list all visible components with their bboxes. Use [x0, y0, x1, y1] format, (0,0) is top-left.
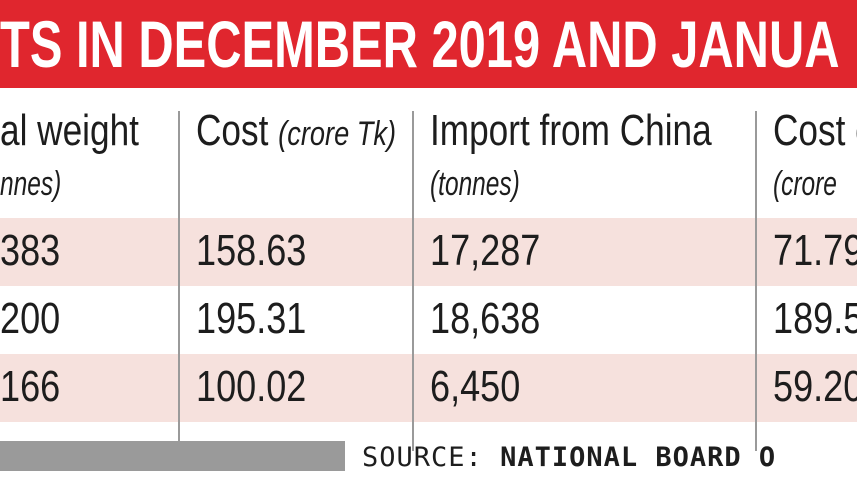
source-org: NATIONAL BOARD O	[500, 442, 777, 473]
table-row: 383 158.63 17,287 71.79	[0, 218, 857, 286]
table-row: 200 195.31 18,638 189.5	[0, 286, 857, 354]
table-title: TS IN DECEMBER 2019 AND JANUA	[0, 7, 840, 81]
column-divider	[755, 111, 757, 451]
column-divider	[412, 111, 414, 451]
table-row: 166 100.02 6,450 59.20	[0, 354, 857, 422]
header-cost-unit: (crore Tk)	[278, 115, 397, 153]
header-cost-label: Cost	[196, 106, 269, 155]
column-divider	[178, 111, 180, 451]
footer-bar	[0, 441, 345, 471]
table-header-row: al weight nnes) Cost (crore Tk) Import f…	[0, 88, 857, 218]
source-label: SOURCE:	[362, 442, 483, 473]
source-credit: SOURCE: NATIONAL BOARD O	[362, 441, 776, 475]
title-banner: TS IN DECEMBER 2019 AND JANUA	[0, 0, 857, 88]
